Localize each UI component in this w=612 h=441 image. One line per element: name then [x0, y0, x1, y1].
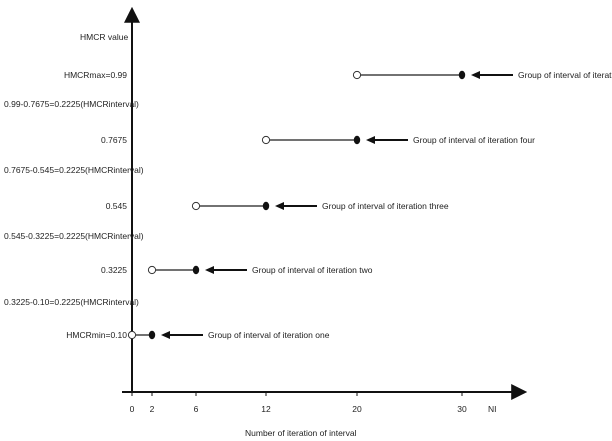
open-endpoint: [352, 70, 362, 80]
filled-endpoint: [262, 201, 270, 211]
x-tick-label: 12: [261, 404, 271, 414]
open-endpoint: [127, 330, 137, 340]
filled-endpoint: [458, 70, 466, 80]
x-tick-labels: 0 2 6 12 20 30: [130, 392, 467, 414]
filled-endpoint: [148, 330, 156, 340]
interval-groups: Group of interval of iteration one Group …: [127, 70, 612, 340]
group-label: Group of interval of iteration four: [413, 135, 535, 145]
interval-group: Group of interval of iteration five: [352, 70, 612, 80]
level-label: 0.3225: [101, 265, 127, 275]
interval-group: Group of interval of iteration four: [261, 135, 535, 145]
level-label: 0.545: [106, 201, 128, 211]
interval-label: 0.545-0.3225=0.2225(HMCRinterval): [4, 231, 144, 241]
group-label: Group of interval of iteration three: [322, 201, 449, 211]
open-endpoint: [261, 135, 271, 145]
level-label: HMCRmax=0.99: [64, 70, 127, 80]
y-axis-title: HMCR value: [80, 32, 128, 42]
group-label: Group of interval of iteration five: [518, 70, 612, 80]
level-label: 0.7675: [101, 135, 127, 145]
pointer-arrowhead: [161, 331, 170, 339]
group-label: Group of interval of iteration one: [208, 330, 330, 340]
interval-group: Group of interval of iteration two: [147, 265, 373, 275]
filled-endpoint: [192, 265, 200, 275]
open-endpoint: [147, 265, 157, 275]
level-labels: HMCRmax=0.99 0.7675 0.545 0.3225 HMCRmin=0.1…: [64, 70, 127, 340]
x-tick-label: 0: [130, 404, 135, 414]
level-label: HMCRmin=0.10: [66, 330, 127, 340]
interval-labels: 0.99-0.7675=0.2225(HMCRinterval) 0.7675-0…: [4, 99, 144, 307]
interval-group: Group of interval of iteration three: [191, 201, 449, 211]
x-tick-label: 30: [457, 404, 467, 414]
filled-endpoint: [353, 135, 361, 145]
x-tick-label: 20: [352, 404, 362, 414]
pointer-arrowhead: [366, 136, 375, 144]
interval-label: 0.99-0.7675=0.2225(HMCRinterval): [4, 99, 139, 109]
x-tick-label: 2: [150, 404, 155, 414]
open-endpoint: [191, 201, 201, 211]
x-axis-end-label: NI: [488, 404, 497, 414]
x-axis-title: Number of iteration of interval: [245, 428, 357, 438]
group-label: Group of interval of iteration two: [252, 265, 373, 275]
pointer-arrowhead: [205, 266, 214, 274]
pointer-arrowhead: [275, 202, 284, 210]
interval-group: Group of interval of iteration one: [127, 330, 330, 340]
pointer-arrowhead: [471, 71, 480, 79]
interval-label: 0.3225-0.10=0.2225(HMCRinterval): [4, 297, 139, 307]
x-tick-label: 6: [194, 404, 199, 414]
interval-label: 0.7675-0.545=0.2225(HMCRinterval): [4, 165, 144, 175]
